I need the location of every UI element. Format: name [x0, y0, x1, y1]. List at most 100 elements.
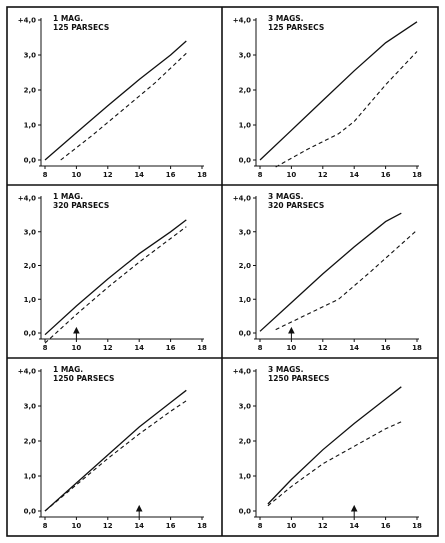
dashed-series-line — [275, 229, 418, 331]
x-tick-label: 16 — [166, 522, 176, 530]
y-tick-label: +4,0 — [233, 195, 251, 203]
x-tick-label: 14 — [134, 344, 144, 352]
x-tick-label: 12 — [318, 344, 328, 352]
dashed-series-line — [60, 52, 187, 161]
dashed-series-line — [275, 51, 418, 168]
x-tick-label: 12 — [103, 171, 113, 179]
x-tick-label: 8 — [258, 171, 263, 179]
x-tick-label: 14 — [134, 522, 144, 530]
y-tick-label: 1,0 — [24, 122, 37, 130]
x-tick-label: 16 — [381, 522, 391, 530]
x-tick-label: 12 — [103, 522, 113, 530]
x-tick-label: 18 — [412, 522, 422, 530]
y-tick-label: 0,0 — [239, 330, 252, 338]
y-tick-label: 2,0 — [24, 438, 37, 446]
y-tick-label: 2,0 — [239, 87, 252, 95]
x-tick-label: 10 — [287, 522, 297, 530]
x-tick-label: 16 — [381, 344, 391, 352]
y-tick-label: 3,0 — [239, 403, 252, 411]
y-tick-label: 3,0 — [24, 403, 37, 411]
panel-label-line: 3 MAGS. — [268, 192, 304, 201]
solid-series-line — [267, 386, 402, 505]
panel-5: 0,0 1,0 2,0 3,0 +4,0 8 10 12 14 16 18 1 MAG.1250 PA… — [18, 365, 207, 530]
panel-label-line: 320 PARSECS — [53, 201, 109, 210]
y-tick-label: 1,0 — [24, 473, 37, 481]
panel-label-line: 3 MAGS. — [268, 14, 304, 23]
solid-series-line — [44, 389, 187, 512]
y-tick-label: +4,0 — [233, 17, 251, 25]
y-tick-label: 3,0 — [239, 228, 252, 236]
x-tick-label: 10 — [72, 344, 82, 352]
y-tick-label: 3,0 — [239, 52, 252, 60]
panel-label-line: 1 MAG. — [53, 14, 83, 23]
x-tick-label: 8 — [43, 344, 48, 352]
marker-arrow-head — [288, 326, 295, 334]
panel-label-line: 1 MAG. — [53, 192, 83, 201]
y-tick-label: 1,0 — [239, 473, 252, 481]
x-tick-label: 10 — [72, 522, 82, 530]
y-tick-label: 1,0 — [24, 296, 37, 304]
panel-label-line: 320 PARSECS — [268, 201, 324, 210]
solid-series-line — [44, 219, 187, 336]
panel-label-line: 1250 PARSECS — [268, 374, 329, 383]
solid-series-line — [44, 40, 187, 161]
marker-arrow-head — [350, 504, 358, 512]
x-tick-label: 12 — [318, 171, 328, 179]
x-tick-label: 16 — [381, 171, 391, 179]
panel-3: 0,0 1,0 2,0 3,0 +4,0 8 10 12 14 16 18 1 MAG.320 PAR… — [18, 192, 207, 352]
x-tick-label: 14 — [349, 171, 359, 179]
panel-4: 0,0 1,0 2,0 3,0 +4,0 8 10 12 14 16 18 3 MAGS.320 PA… — [233, 192, 422, 352]
y-tick-label: 1,0 — [239, 122, 252, 130]
panel-1: 0,0 1,0 2,0 3,0 +4,0 8 10 12 14 16 18 1 MAG.125 PAR… — [18, 14, 207, 179]
y-tick-label: +4,0 — [18, 195, 36, 203]
x-tick-label: 14 — [134, 171, 144, 179]
y-tick-label: +4,0 — [18, 17, 36, 25]
y-tick-label: 0,0 — [24, 508, 37, 516]
x-tick-label: 10 — [287, 344, 297, 352]
x-tick-label: 18 — [197, 171, 207, 179]
panel-label-line: 125 PARSECS — [53, 23, 109, 32]
marker-arrow — [288, 326, 295, 339]
panel-label-line: 1 MAG. — [53, 365, 83, 374]
y-tick-label: 2,0 — [24, 87, 37, 95]
x-tick-label: 8 — [43, 171, 48, 179]
dashed-series-line — [44, 400, 187, 512]
x-tick-label: 16 — [166, 344, 176, 352]
x-tick-label: 10 — [72, 171, 82, 179]
y-tick-label: +4,0 — [233, 368, 251, 376]
panel-2: 0,0 1,0 2,0 3,0 +4,0 8 10 12 14 16 18 3 MAGS.125 PA… — [233, 14, 422, 179]
y-tick-label: 0,0 — [24, 157, 37, 165]
marker-arrow — [73, 326, 80, 339]
x-tick-label: 14 — [349, 344, 359, 352]
panel-label-line: 3 MAGS. — [268, 365, 304, 374]
x-tick-label: 8 — [258, 344, 263, 352]
x-tick-label: 16 — [166, 171, 176, 179]
marker-arrow — [350, 504, 358, 517]
x-tick-label: 14 — [349, 522, 359, 530]
y-tick-label: 2,0 — [24, 262, 37, 270]
y-tick-label: 0,0 — [24, 330, 37, 338]
y-tick-label: 0,0 — [239, 157, 252, 165]
dashed-series-line — [267, 421, 402, 507]
solid-series-line — [259, 212, 402, 332]
y-tick-label: 3,0 — [24, 228, 37, 236]
marker-arrow-head — [135, 504, 143, 512]
y-tick-label: 0,0 — [239, 508, 252, 516]
y-tick-label: 3,0 — [24, 52, 37, 60]
y-tick-label: 2,0 — [239, 438, 252, 446]
solid-series-line — [259, 21, 418, 161]
x-tick-label: 18 — [197, 522, 207, 530]
marker-arrow-head — [73, 326, 80, 334]
dashed-series-line — [44, 226, 187, 344]
x-tick-label: 12 — [103, 344, 113, 352]
panel-6: 0,0 1,0 2,0 3,0 +4,0 8 10 12 14 16 18 3 MAGS.1250 P… — [233, 365, 422, 530]
x-tick-label: 18 — [412, 171, 422, 179]
x-tick-label: 10 — [287, 171, 297, 179]
x-tick-label: 18 — [412, 344, 422, 352]
x-tick-label: 8 — [43, 522, 48, 530]
y-tick-label: 2,0 — [239, 262, 252, 270]
y-tick-label: 1,0 — [239, 296, 252, 304]
panel-label-line: 125 PARSECS — [268, 23, 324, 32]
marker-arrow — [135, 504, 143, 517]
